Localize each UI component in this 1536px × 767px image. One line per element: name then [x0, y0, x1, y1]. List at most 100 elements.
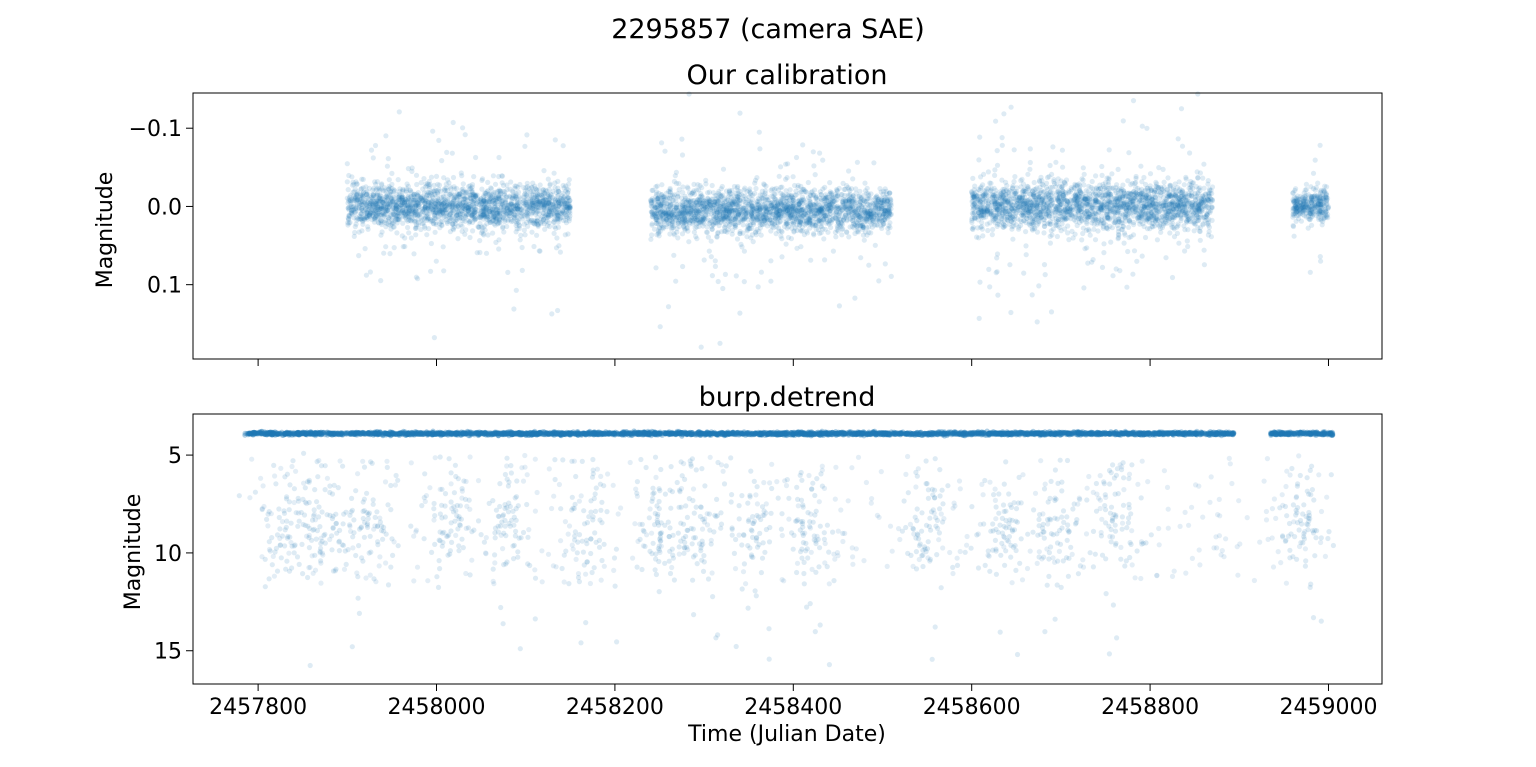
data-point: [513, 287, 519, 293]
data-point: [506, 202, 512, 208]
data-point: [681, 210, 687, 216]
data-point: [564, 199, 570, 205]
data-point: [420, 198, 426, 204]
data-point: [460, 125, 466, 131]
data-point: [820, 157, 826, 163]
data-point: [720, 285, 726, 292]
data-point: [352, 194, 358, 200]
data-point: [396, 109, 402, 115]
data-point: [792, 182, 798, 189]
data-point: [653, 194, 659, 200]
data-point: [473, 206, 479, 212]
data-point: [649, 200, 655, 206]
data-point: [426, 178, 432, 184]
data-point: [383, 244, 389, 250]
data-point: [472, 194, 478, 200]
data-point: [1025, 171, 1031, 177]
data-point: [441, 268, 447, 274]
data-point: [405, 205, 411, 211]
data-point: [504, 187, 510, 193]
data-point: [496, 173, 502, 180]
data-point: [383, 220, 389, 226]
data-point: [565, 231, 571, 237]
data-point: [667, 187, 673, 193]
data-point: [566, 218, 572, 224]
data-point: [503, 194, 509, 200]
data-point: [441, 175, 447, 181]
data-point: [659, 140, 665, 146]
data-point: [682, 204, 688, 210]
data-point: [862, 180, 868, 186]
data-point: [649, 187, 655, 193]
data-point: [408, 194, 414, 200]
data-point: [459, 223, 465, 229]
data-point: [446, 203, 453, 209]
data-point: [760, 222, 766, 228]
data-point: [545, 176, 551, 182]
data-point: [439, 222, 445, 229]
data-point: [386, 177, 392, 183]
data-point: [656, 218, 662, 225]
data-point: [411, 191, 417, 197]
data-point: [435, 188, 441, 194]
data-point: [501, 229, 507, 235]
data-point: [452, 217, 459, 223]
data-point: [526, 211, 532, 217]
data-point: [385, 222, 392, 228]
data-point: [737, 310, 743, 316]
data-point: [671, 208, 677, 214]
data-point: [414, 222, 420, 228]
data-point: [547, 200, 553, 206]
data-point: [735, 183, 741, 190]
data-point: [535, 208, 542, 214]
data-point: [538, 200, 544, 206]
data-point: [378, 278, 384, 284]
data-point: [464, 197, 470, 203]
data-point: [421, 206, 427, 213]
data-point: [675, 235, 681, 241]
data-point: [485, 188, 491, 194]
data-point: [452, 197, 458, 203]
data-point: [496, 154, 502, 161]
data-point: [543, 201, 549, 207]
data-point: [483, 250, 490, 256]
data-point: [822, 257, 828, 263]
data-point: [443, 185, 449, 191]
data-point: [799, 194, 806, 200]
data-point: [351, 233, 357, 239]
data-point: [1138, 163, 1144, 169]
data-point: [355, 216, 361, 222]
data-point: [467, 195, 473, 201]
data-point: [565, 187, 572, 193]
data-point: [804, 230, 811, 236]
data-point: [377, 192, 383, 198]
data-point: [367, 269, 373, 275]
data-point: [802, 211, 808, 217]
data-point: [689, 190, 696, 196]
data-point: [1079, 237, 1085, 243]
data-point: [428, 218, 434, 224]
data-point: [835, 228, 841, 234]
data-point: [412, 219, 418, 225]
data-point: [524, 188, 531, 194]
data-point: [679, 231, 686, 237]
data-point: [438, 219, 444, 225]
data-point: [836, 223, 842, 229]
data-point: [882, 210, 888, 216]
data-point: [455, 236, 461, 242]
data-point: [493, 239, 499, 245]
data-point: [462, 200, 468, 206]
data-point: [504, 223, 510, 230]
data-point: [346, 172, 352, 179]
data-point: [533, 207, 539, 213]
data-point: [416, 204, 423, 210]
data-point: [415, 202, 421, 208]
data-point: [454, 185, 460, 192]
data-point: [755, 201, 761, 207]
data-point: [737, 110, 743, 116]
data-point: [460, 196, 466, 203]
data-point: [432, 229, 438, 235]
data-point: [364, 188, 370, 194]
data-point: [697, 208, 703, 214]
data-point: [720, 166, 727, 172]
